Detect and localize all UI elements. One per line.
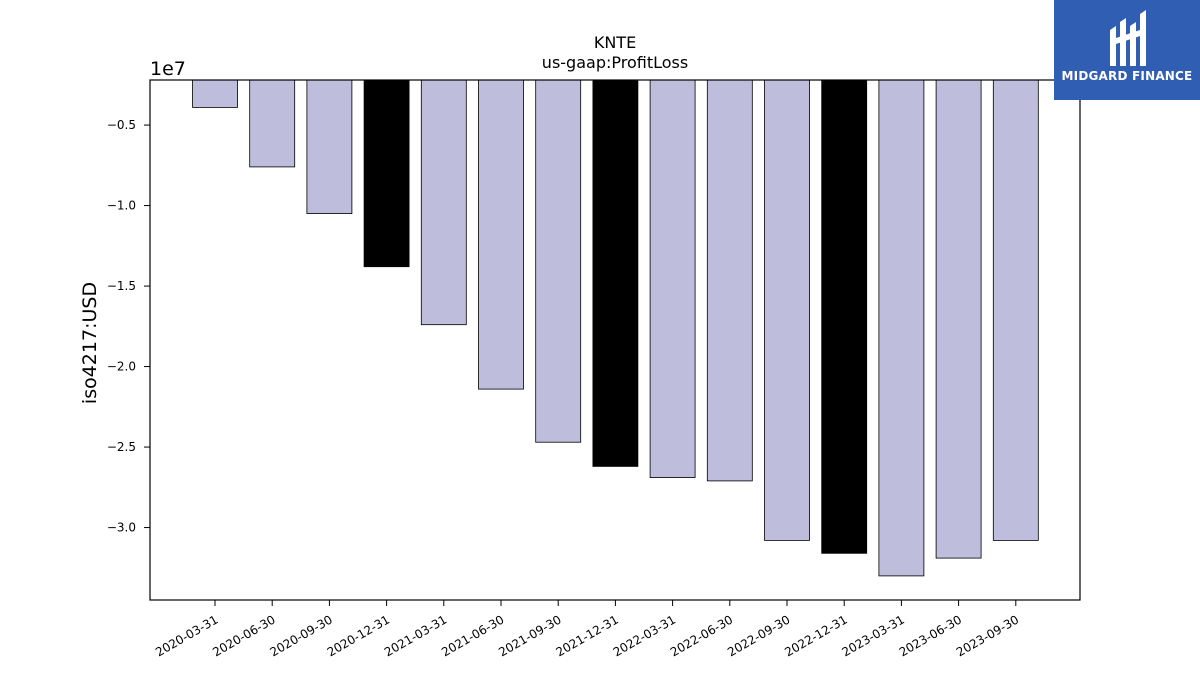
bar-2023-03-31 (878, 79, 925, 577)
bar-2020-03-31 (192, 79, 238, 108)
bars-layer (192, 79, 1039, 577)
y-tick-label: −1.5 (107, 279, 136, 293)
logo-text: MIDGARD FINANCE (1061, 69, 1193, 83)
y-tick-label: −2.5 (107, 440, 136, 454)
bar-2020-06-30 (249, 79, 296, 168)
y-tick-label: −2.0 (107, 360, 136, 374)
bar-2022-09-30 (764, 79, 810, 541)
x-tick-label: 2020-09-30 (267, 612, 334, 659)
y-axis: −0.5 −1.0 −1.5 −2.0 −2.5 −3.0 (107, 118, 150, 535)
bar-2023-09-30 (992, 79, 1039, 541)
bar-2023-06-30 (935, 79, 982, 559)
bar-2020-12-31 (363, 79, 410, 268)
chart-title: KNTE (594, 33, 636, 52)
y-tick-label: −0.5 (107, 118, 136, 132)
x-tick-label: 2023-06-30 (897, 612, 964, 659)
y-scale-label: 1e7 (150, 58, 186, 80)
bar-2021-06-30 (478, 79, 524, 390)
bar-2022-03-31 (649, 79, 696, 479)
bar-2021-12-31 (592, 79, 639, 467)
x-tick-label: 2021-03-31 (382, 612, 449, 659)
x-tick-label: 2022-12-31 (782, 612, 849, 659)
bar-2022-12-31 (821, 79, 868, 554)
company-logo: MIDGARD FINANCE (1054, 0, 1200, 100)
bar-2021-03-31 (420, 79, 467, 326)
chart-subtitle: us-gaap:ProfitLoss (542, 53, 688, 72)
y-tick-label: −1.0 (107, 199, 136, 213)
x-tick-label: 2020-12-31 (325, 612, 392, 659)
x-tick-label: 2021-09-30 (496, 612, 563, 659)
x-tick-label: 2023-03-31 (839, 612, 906, 659)
x-tick-label: 2021-12-31 (553, 612, 620, 659)
bar-2021-09-30 (535, 79, 582, 443)
x-tick-label: 2020-03-31 (153, 612, 220, 659)
x-tick-label: 2023-09-30 (954, 612, 1021, 659)
x-tick-label: 2020-06-30 (210, 612, 277, 659)
y-axis-label: iso4217:USD (79, 282, 101, 404)
bar-2020-09-30 (306, 79, 353, 215)
midgard-logo-icon (1110, 10, 1146, 66)
y-tick-label: −3.0 (107, 521, 136, 535)
x-tick-label: 2022-03-31 (611, 612, 678, 659)
x-tick-label: 2022-06-30 (668, 612, 735, 659)
x-tick-label: 2021-06-30 (439, 612, 506, 659)
x-axis: 2020-03-312020-06-302020-09-302020-12-31… (153, 600, 1021, 659)
x-tick-label: 2022-09-30 (725, 612, 792, 659)
bar-2022-06-30 (706, 79, 753, 482)
